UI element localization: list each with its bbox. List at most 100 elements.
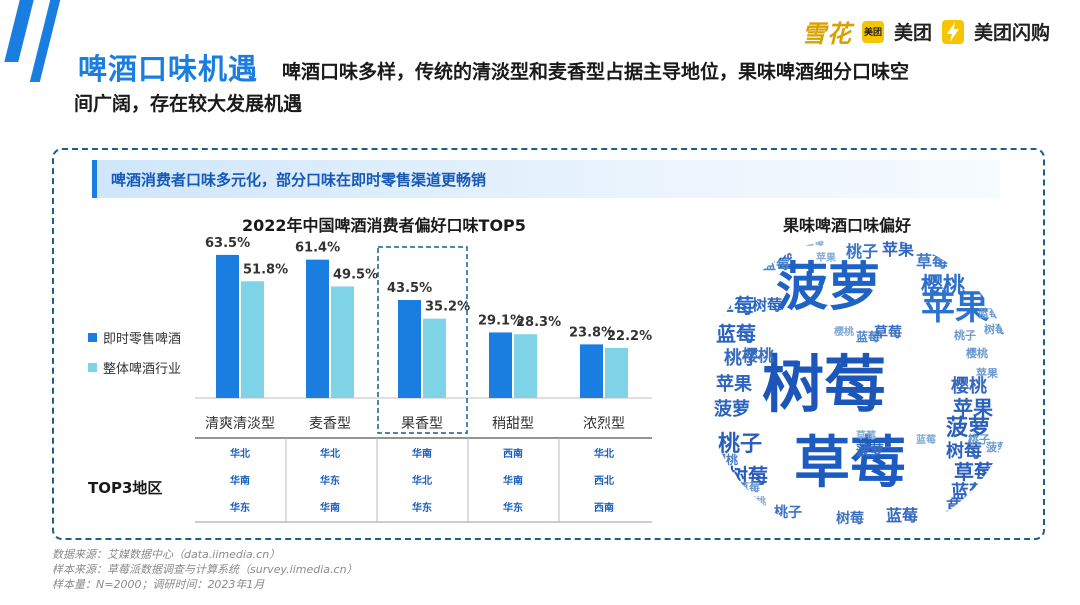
wordcloud-word: 蓝莓	[804, 237, 824, 248]
meituan-badge-icon: 美团	[861, 20, 884, 43]
wordcloud-word: 桃子	[990, 475, 1010, 486]
wordcloud-word: 蓝莓	[886, 506, 919, 525]
bar-5-series-2	[605, 347, 628, 398]
bar-3-series-1	[398, 299, 421, 398]
bar-1-series-2	[241, 281, 264, 398]
data-label: 29.1%	[478, 313, 523, 328]
region-cell: 华东	[320, 474, 340, 487]
wordcloud-word: 树莓	[946, 441, 982, 462]
region-cell: 华南	[320, 501, 340, 514]
region-cell: 西北	[594, 474, 614, 487]
category-label: 麦香型	[309, 416, 351, 432]
wordcloud-word: 蓝莓	[916, 435, 936, 446]
wordcloud-word: 树莓	[836, 511, 864, 527]
lightning-bolt-icon	[941, 19, 964, 44]
wordcloud-word: 桃子	[774, 505, 802, 521]
wordcloud-title: 果味啤酒口味偏好	[783, 216, 912, 235]
chart-title: 2022年中国啤酒消费者偏好口味TOP5	[242, 216, 526, 235]
region-cell: 华东	[230, 501, 250, 514]
region-cell: 西南	[594, 501, 614, 514]
data-label: 43.5%	[387, 281, 432, 296]
bar-2-series-2	[331, 286, 354, 398]
data-label: 23.8%	[569, 325, 614, 340]
wordcloud-word: 菠萝	[970, 518, 990, 529]
data-label: 22.2%	[607, 329, 652, 344]
region-cell: 华南	[503, 474, 523, 487]
highlight-box	[377, 246, 468, 434]
region-table-label: TOP3地区	[88, 479, 163, 497]
region-cell: 华北	[412, 474, 432, 487]
wordcloud-word: 苹果	[816, 253, 836, 264]
wordcloud-word: 桃子	[718, 432, 763, 457]
wordcloud-word: 樱桃	[951, 376, 987, 397]
bar-2-series-1	[306, 259, 329, 398]
region-cell: 华北	[230, 447, 250, 460]
page-subtitle: 啤酒口味多样，传统的清淡型和麦香型占据主导地位，果味啤酒细分口味空 间广阔，存在…	[74, 56, 1052, 115]
meituan-shangou-logo: 美团闪购	[973, 22, 1050, 44]
page-title: 啤酒口味机遇	[78, 52, 259, 86]
subtitle-line-1: 啤酒口味多样，传统的清淡型和麦香型占据主导地位，果味啤酒细分口味空	[282, 61, 910, 83]
legend-item: 整体啤酒行业	[88, 352, 181, 382]
bar-4-series-1	[489, 332, 512, 398]
legend-swatch	[88, 362, 97, 372]
wordcloud-word: 桃子	[846, 242, 879, 261]
wordcloud-word: 樱桃	[921, 274, 966, 299]
wordcloud-word: 草莓	[874, 325, 902, 341]
wordcloud-word: 苹果	[953, 396, 993, 420]
wordcloud-word: 树莓	[762, 348, 887, 421]
wordcloud-word: 蓝莓	[856, 330, 881, 344]
wordcloud-word: 樱桃	[746, 497, 766, 508]
category-label: 稍甜型	[492, 416, 534, 432]
meituan-logo: 美团	[893, 22, 932, 44]
wordcloud-word: 桃子	[968, 433, 990, 446]
wordcloud-word: 树莓	[752, 296, 783, 314]
legend-label: 整体啤酒行业	[103, 361, 182, 377]
fruit-flavor-wordcloud: 菠萝 树莓 草莓 苹果 樱桃 桃子 苹果 草莓 蓝莓 樱桃 树莓 草莓 蓝莓 樱桃 桃子 苹果 菠萝 桃子 树莓 樱桃…	[706, 236, 1014, 538]
section-banner-text: 啤酒消费者口味多元化，部分口味在即时零售渠道更畅销	[111, 171, 487, 189]
wordcloud-word: 草莓	[714, 294, 754, 318]
wordcloud-word: 草莓	[856, 431, 876, 442]
category-label: 清爽清淡型	[205, 416, 275, 432]
bar-4-series-2	[514, 334, 537, 398]
brand-logos: 雪花 美团 美团 美团闪购	[802, 14, 1050, 49]
data-label: 28.3%	[516, 315, 561, 330]
wordcloud-word: 菠萝	[856, 443, 884, 459]
wordcloud-word: 草莓	[954, 460, 994, 484]
wordcloud-word: 樱桃	[762, 244, 793, 262]
region-cell: 华南	[412, 447, 432, 460]
wordcloud-word: 樱桃	[966, 347, 988, 360]
wordcloud-word: 樱桃	[742, 346, 775, 365]
category-label: 浓烈型	[583, 416, 625, 432]
wordcloud-word: 菠萝	[946, 416, 991, 441]
data-label: 35.2%	[425, 300, 470, 315]
wordcloud-word: 蓝莓	[716, 322, 756, 346]
wordcloud-word: 蓝莓	[762, 257, 790, 273]
wordcloud-word: 菠萝	[714, 399, 750, 420]
wordcloud-word: 樱桃	[714, 453, 739, 467]
wordcloud-word: 苹果	[921, 288, 989, 328]
region-cell: 华北	[320, 447, 340, 460]
region-cell: 华东	[503, 501, 523, 514]
region-cell: 华北	[594, 447, 614, 460]
wordcloud-word: 苹果	[716, 374, 752, 395]
wordcloud-word: 草莓	[794, 431, 906, 496]
category-label: 果香型	[401, 416, 443, 432]
region-cell: 华东	[412, 501, 432, 514]
wordcloud-word: 桃子	[724, 348, 760, 369]
section-banner: 啤酒消费者口味多元化，部分口味在即时零售渠道更畅销	[92, 160, 1000, 198]
wordcloud-word: 苹果	[882, 240, 915, 259]
xuehua-logo: 雪花	[801, 20, 852, 48]
region-cell: 西南	[503, 447, 523, 460]
wordcloud-word: 草莓	[916, 252, 949, 271]
wordcloud-word: 蓝莓	[978, 307, 1000, 320]
wordcloud-word: 草莓	[946, 498, 979, 517]
wordcloud-word: 蓝莓	[951, 482, 987, 503]
legend-swatch	[88, 332, 97, 342]
legend-item: 即时零售啤酒	[88, 322, 181, 352]
bar-5-series-1	[580, 344, 603, 398]
wordcloud-word: 苹果	[976, 367, 998, 380]
wordcloud-word: 樱桃	[834, 327, 854, 338]
wordcloud-word: 树莓	[984, 323, 1006, 336]
footnote-source: 数据来源：艾媒数据中心（data.iimedia.cn）	[52, 548, 281, 561]
